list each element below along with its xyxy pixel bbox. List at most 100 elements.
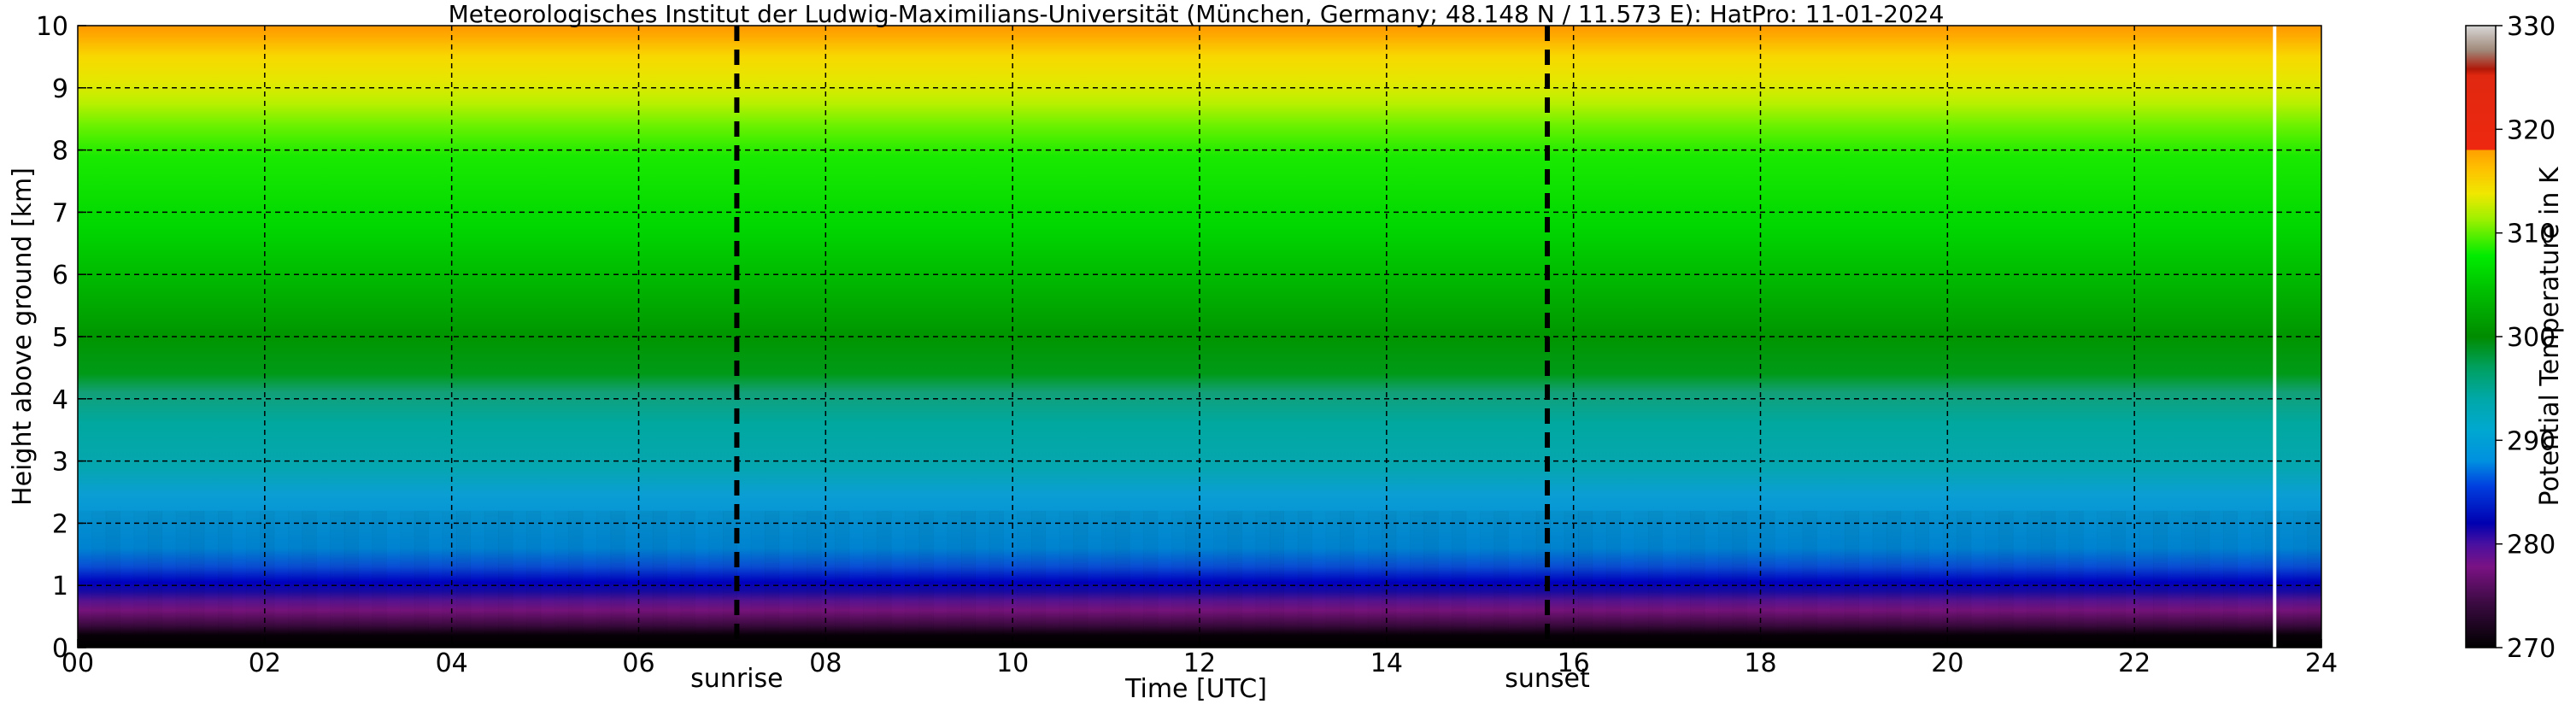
heatmap-texture <box>471 511 485 648</box>
heatmap-texture <box>1088 511 1102 648</box>
heatmap-texture <box>918 510 934 648</box>
heatmap-texture <box>1158 511 1172 648</box>
heatmap-texture <box>1705 511 1719 648</box>
x-tick-label: 08 <box>809 648 842 678</box>
heatmap-texture <box>1732 510 1747 648</box>
heatmap-texture <box>372 510 387 648</box>
heatmap-texture <box>120 511 134 648</box>
x-tick-label: 24 <box>2305 648 2338 678</box>
heatmap-texture <box>330 510 345 648</box>
heatmap-texture <box>105 510 120 648</box>
y-tick-label: 6 <box>52 261 68 290</box>
heatmap-texture <box>260 510 275 648</box>
heatmap-texture <box>1746 510 1761 648</box>
heatmap-texture <box>1957 510 1972 648</box>
heatmap-texture <box>555 510 569 648</box>
heatmap-texture <box>400 510 415 648</box>
heatmap-texture <box>2040 510 2056 648</box>
heatmap-texture <box>1129 510 1144 648</box>
heatmap-texture <box>2293 510 2309 648</box>
x-tick-label: 10 <box>996 648 1029 678</box>
x-tick-label: 12 <box>1183 648 1216 678</box>
heatmap-texture <box>414 510 429 648</box>
heatmap-texture <box>512 510 527 648</box>
heatmap-texture <box>1241 511 1256 648</box>
heatmap-texture <box>905 510 920 648</box>
heatmap-texture <box>1382 510 1397 648</box>
heatmap-texture <box>2153 510 2168 648</box>
heatmap-texture <box>625 511 639 648</box>
heatmap-texture <box>1522 510 1537 648</box>
colorbar-tick-label: 300 <box>2507 323 2555 353</box>
colorbar-tick-label: 330 <box>2507 12 2555 42</box>
sunset-label: sunset <box>1505 664 1590 694</box>
heatmap-texture <box>78 511 92 648</box>
heatmap-texture <box>288 510 303 648</box>
heatmap-texture <box>1410 510 1425 648</box>
heatmap-texture <box>1297 510 1312 648</box>
heatmap-texture <box>1115 510 1130 648</box>
heatmap-texture <box>302 510 317 648</box>
heatmap-texture <box>1550 511 1564 648</box>
heatmap-texture <box>638 510 654 648</box>
heatmap-texture <box>583 511 597 648</box>
heatmap-texture <box>849 511 864 648</box>
heatmap-texture <box>2238 511 2252 648</box>
colorbar-tick-label: 310 <box>2507 220 2555 249</box>
heatmap-texture <box>245 510 261 648</box>
heatmap-texture <box>1942 510 1957 648</box>
heatmap-texture <box>2110 510 2126 648</box>
heatmap-texture <box>2055 510 2070 648</box>
heatmap-texture <box>1466 511 1481 648</box>
heatmap-texture <box>1998 510 2014 648</box>
heatmap-texture <box>750 510 766 648</box>
colorbar-tick-label: 320 <box>2507 115 2555 145</box>
y-tick-label: 3 <box>52 448 68 478</box>
heatmap-texture <box>1480 510 1495 648</box>
y-tick-label: 10 <box>36 12 68 42</box>
x-tick-label: 00 <box>62 648 94 678</box>
heatmap-texture <box>1887 510 1902 648</box>
x-tick-label: 20 <box>1931 648 1963 678</box>
heatmap-texture <box>568 510 584 648</box>
heatmap-texture <box>2139 510 2154 648</box>
heatmap-texture <box>933 511 948 648</box>
x-tick-label: 14 <box>1370 648 1403 678</box>
heatmap-texture <box>1059 510 1074 648</box>
heatmap-texture <box>1283 510 1299 648</box>
colorbar-tick-label: 290 <box>2507 426 2555 456</box>
y-tick-label: 4 <box>52 385 68 415</box>
heatmap-texture <box>1788 510 1804 648</box>
heatmap-texture <box>1802 510 1817 648</box>
heatmap-texture <box>1900 510 1916 648</box>
heatmap-texture <box>877 510 892 648</box>
y-axis-label: Height above ground [km] <box>8 167 38 506</box>
heatmap-texture <box>708 510 724 648</box>
heatmap-texture <box>2195 510 2210 648</box>
heatmap-texture <box>695 511 709 648</box>
heatmap-texture <box>1872 510 1887 648</box>
heatmap-texture <box>1227 510 1242 648</box>
x-tick-label: 18 <box>1744 648 1776 678</box>
heatmap-texture <box>526 510 542 648</box>
heatmap-texture <box>596 510 612 648</box>
heatmap-texture <box>1718 510 1734 648</box>
heatmap-texture <box>2223 510 2239 648</box>
heatmap-texture <box>807 510 822 648</box>
heatmap-texture <box>498 510 513 648</box>
heatmap-texture <box>1017 510 1032 648</box>
heatmap-texture <box>1648 510 1664 648</box>
x-tick-label: 02 <box>249 648 281 678</box>
heatmap-texture <box>484 510 499 648</box>
heatmap-texture <box>1928 511 1943 648</box>
heatmap-texture <box>358 510 373 648</box>
x-tick-label: 16 <box>1558 648 1590 678</box>
heatmap-texture <box>442 510 457 648</box>
heatmap-texture <box>1690 510 1705 648</box>
heatmap-texture <box>386 511 401 648</box>
heatmap-texture <box>1396 511 1411 648</box>
heatmap-texture <box>1508 511 1523 648</box>
heatmap-texture <box>666 510 682 648</box>
heatmap-texture <box>2027 510 2042 648</box>
heatmap-texture <box>1255 510 1270 648</box>
